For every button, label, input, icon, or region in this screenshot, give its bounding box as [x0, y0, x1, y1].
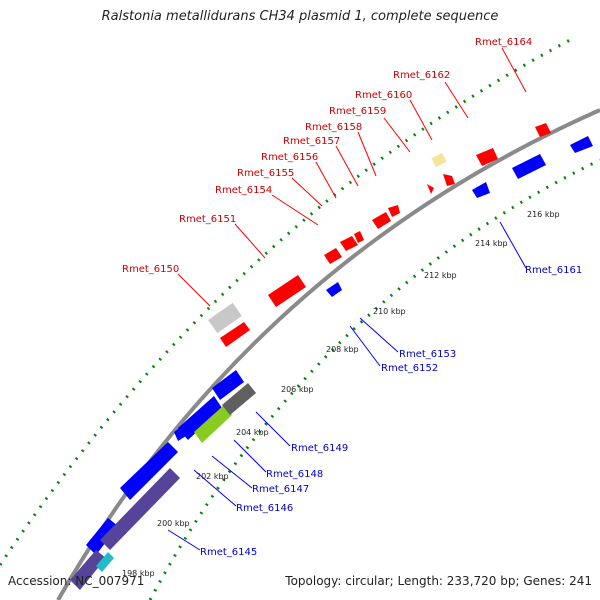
gene-arrow [324, 248, 342, 264]
forward-genes [208, 123, 551, 347]
gene-label: Rmet_6154 [215, 185, 272, 196]
tick-label: 208 kbp [326, 345, 359, 354]
gene-arrow [326, 282, 342, 297]
forward-label-lines [177, 47, 527, 307]
gene-block-dark [222, 383, 256, 415]
tick-label: 198 kbp [122, 569, 155, 578]
gene-label: Rmet_6157 [283, 136, 340, 147]
gene-label: Rmet_6146 [236, 503, 293, 514]
gene-arrow [354, 231, 364, 243]
accession-text: Accession: NC_007971 [8, 574, 145, 588]
gene-label: Rmet_6149 [291, 443, 348, 454]
gene-arrow [427, 184, 434, 194]
summary-text: Topology: circular; Length: 233,720 bp; … [285, 574, 592, 588]
gene-arrow [512, 154, 546, 179]
gene-label: Rmet_6162 [393, 70, 450, 81]
gene-label: Rmet_6153 [399, 349, 456, 360]
gene-label: Rmet_6158 [305, 122, 362, 133]
inner-dotted-circle [148, 158, 600, 600]
gene-label: Rmet_6160 [355, 90, 412, 101]
gene-arrow [372, 212, 391, 229]
gene-arrow [268, 275, 306, 307]
gene-label: Rmet_6151 [179, 214, 236, 225]
gene-label: Rmet_6148 [266, 469, 323, 480]
gene-arrow [388, 205, 400, 217]
gene-arrow [220, 322, 250, 347]
gene-arrow [535, 123, 551, 137]
gene-arrow [86, 518, 118, 555]
gene-arrow [476, 148, 498, 166]
gene-label: Rmet_6161 [525, 265, 582, 276]
gene-block-purple [100, 468, 180, 550]
tick-label: 214 kbp [475, 239, 508, 248]
gene-arrow [472, 182, 490, 198]
gene-arrow [120, 442, 178, 500]
gene-block-green [194, 405, 232, 443]
gene-arrow [443, 174, 455, 186]
reverse-label-lines [167, 221, 527, 551]
backbone-circle [56, 108, 600, 600]
gene-arrow [174, 426, 186, 441]
gene-label: Rmet_6159 [329, 106, 386, 117]
gene-arrow [570, 136, 593, 153]
gene-block-grey [208, 302, 242, 334]
gene-label: Rmet_6155 [237, 168, 294, 179]
tick-label: 206 kbp [281, 385, 314, 394]
reverse-genes [70, 136, 593, 590]
gene-label: Rmet_6152 [381, 363, 438, 374]
forward-gene-labels: Rmet_6150 Rmet_6151 Rmet_6154 Rmet_6155 … [122, 37, 532, 275]
map-title: Ralstonia metallidurans CH34 plasmid 1, … [101, 9, 499, 24]
reverse-gene-labels: Rmet_6161 Rmet_6153 Rmet_6152 Rmet_6149 … [200, 265, 582, 558]
gene-label: Rmet_6156 [261, 152, 318, 163]
tick-label: 204 kbp [236, 428, 269, 437]
tick-label: 210 kbp [373, 307, 406, 316]
gene-arrow [178, 396, 222, 440]
gene-label: Rmet_6147 [252, 484, 309, 495]
gene-label: Rmet_6164 [475, 37, 532, 48]
tick-label: 202 kbp [196, 472, 229, 481]
gene-block-light [431, 152, 447, 168]
gene-arrow [212, 370, 244, 400]
gene-label: Rmet_6150 [122, 264, 179, 275]
tick-label: 212 kbp [424, 271, 457, 280]
gene-block-cyan [96, 552, 114, 572]
tick-label: 200 kbp [157, 519, 190, 528]
tick-label: 216 kbp [527, 210, 560, 219]
gene-label: Rmet_6145 [200, 547, 257, 558]
tick-labels: 200 kbp 202 kbp 204 kbp 206 kbp 208 kbp … [122, 210, 560, 578]
gene-block-purple [70, 550, 106, 590]
gene-arrow [340, 236, 358, 251]
